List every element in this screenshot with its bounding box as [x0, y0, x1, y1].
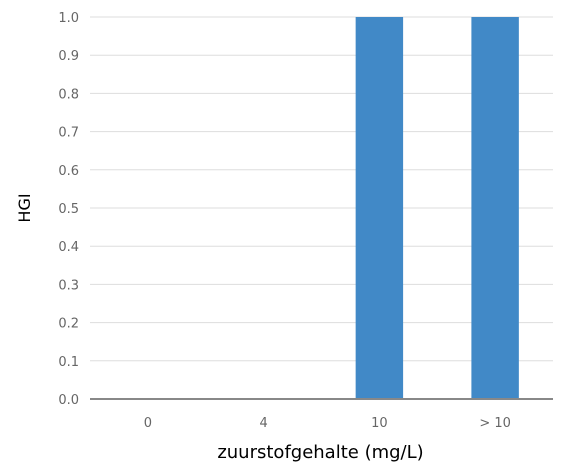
x-tick-label: 10	[371, 416, 388, 431]
y-tick-label: 0.2	[58, 317, 79, 332]
y-tick-label: 0.3	[58, 278, 79, 293]
bar-10	[355, 17, 404, 399]
x-axis-title: zuurstofgehalte (mg/L)	[217, 442, 423, 463]
y-tick-label: 0.9	[58, 49, 79, 64]
y-axis-ticks: 0.0 0.1 0.2 0.3 0.4 0.5 0.6 0.7 0.8 0.9 1.0	[58, 11, 79, 408]
x-tick-label: > 10	[479, 416, 511, 431]
y-tick-label: 0.8	[58, 87, 79, 102]
y-tick-label: 1.0	[58, 11, 79, 26]
x-tick-label: 4	[259, 416, 267, 431]
x-tick-label: 0	[144, 416, 152, 431]
y-tick-label: 0.4	[58, 240, 79, 255]
y-tick-label: 0.5	[58, 202, 79, 217]
x-axis-ticks: 0 4 10 > 10	[144, 416, 511, 431]
bars	[355, 17, 519, 399]
y-tick-label: 0.0	[58, 393, 79, 408]
y-tick-label: 0.7	[58, 126, 79, 141]
y-tick-label: 0.1	[58, 355, 79, 370]
bar-10	[471, 17, 519, 399]
y-tick-label: 0.6	[58, 164, 79, 179]
y-axis-title: HGI	[15, 193, 34, 222]
